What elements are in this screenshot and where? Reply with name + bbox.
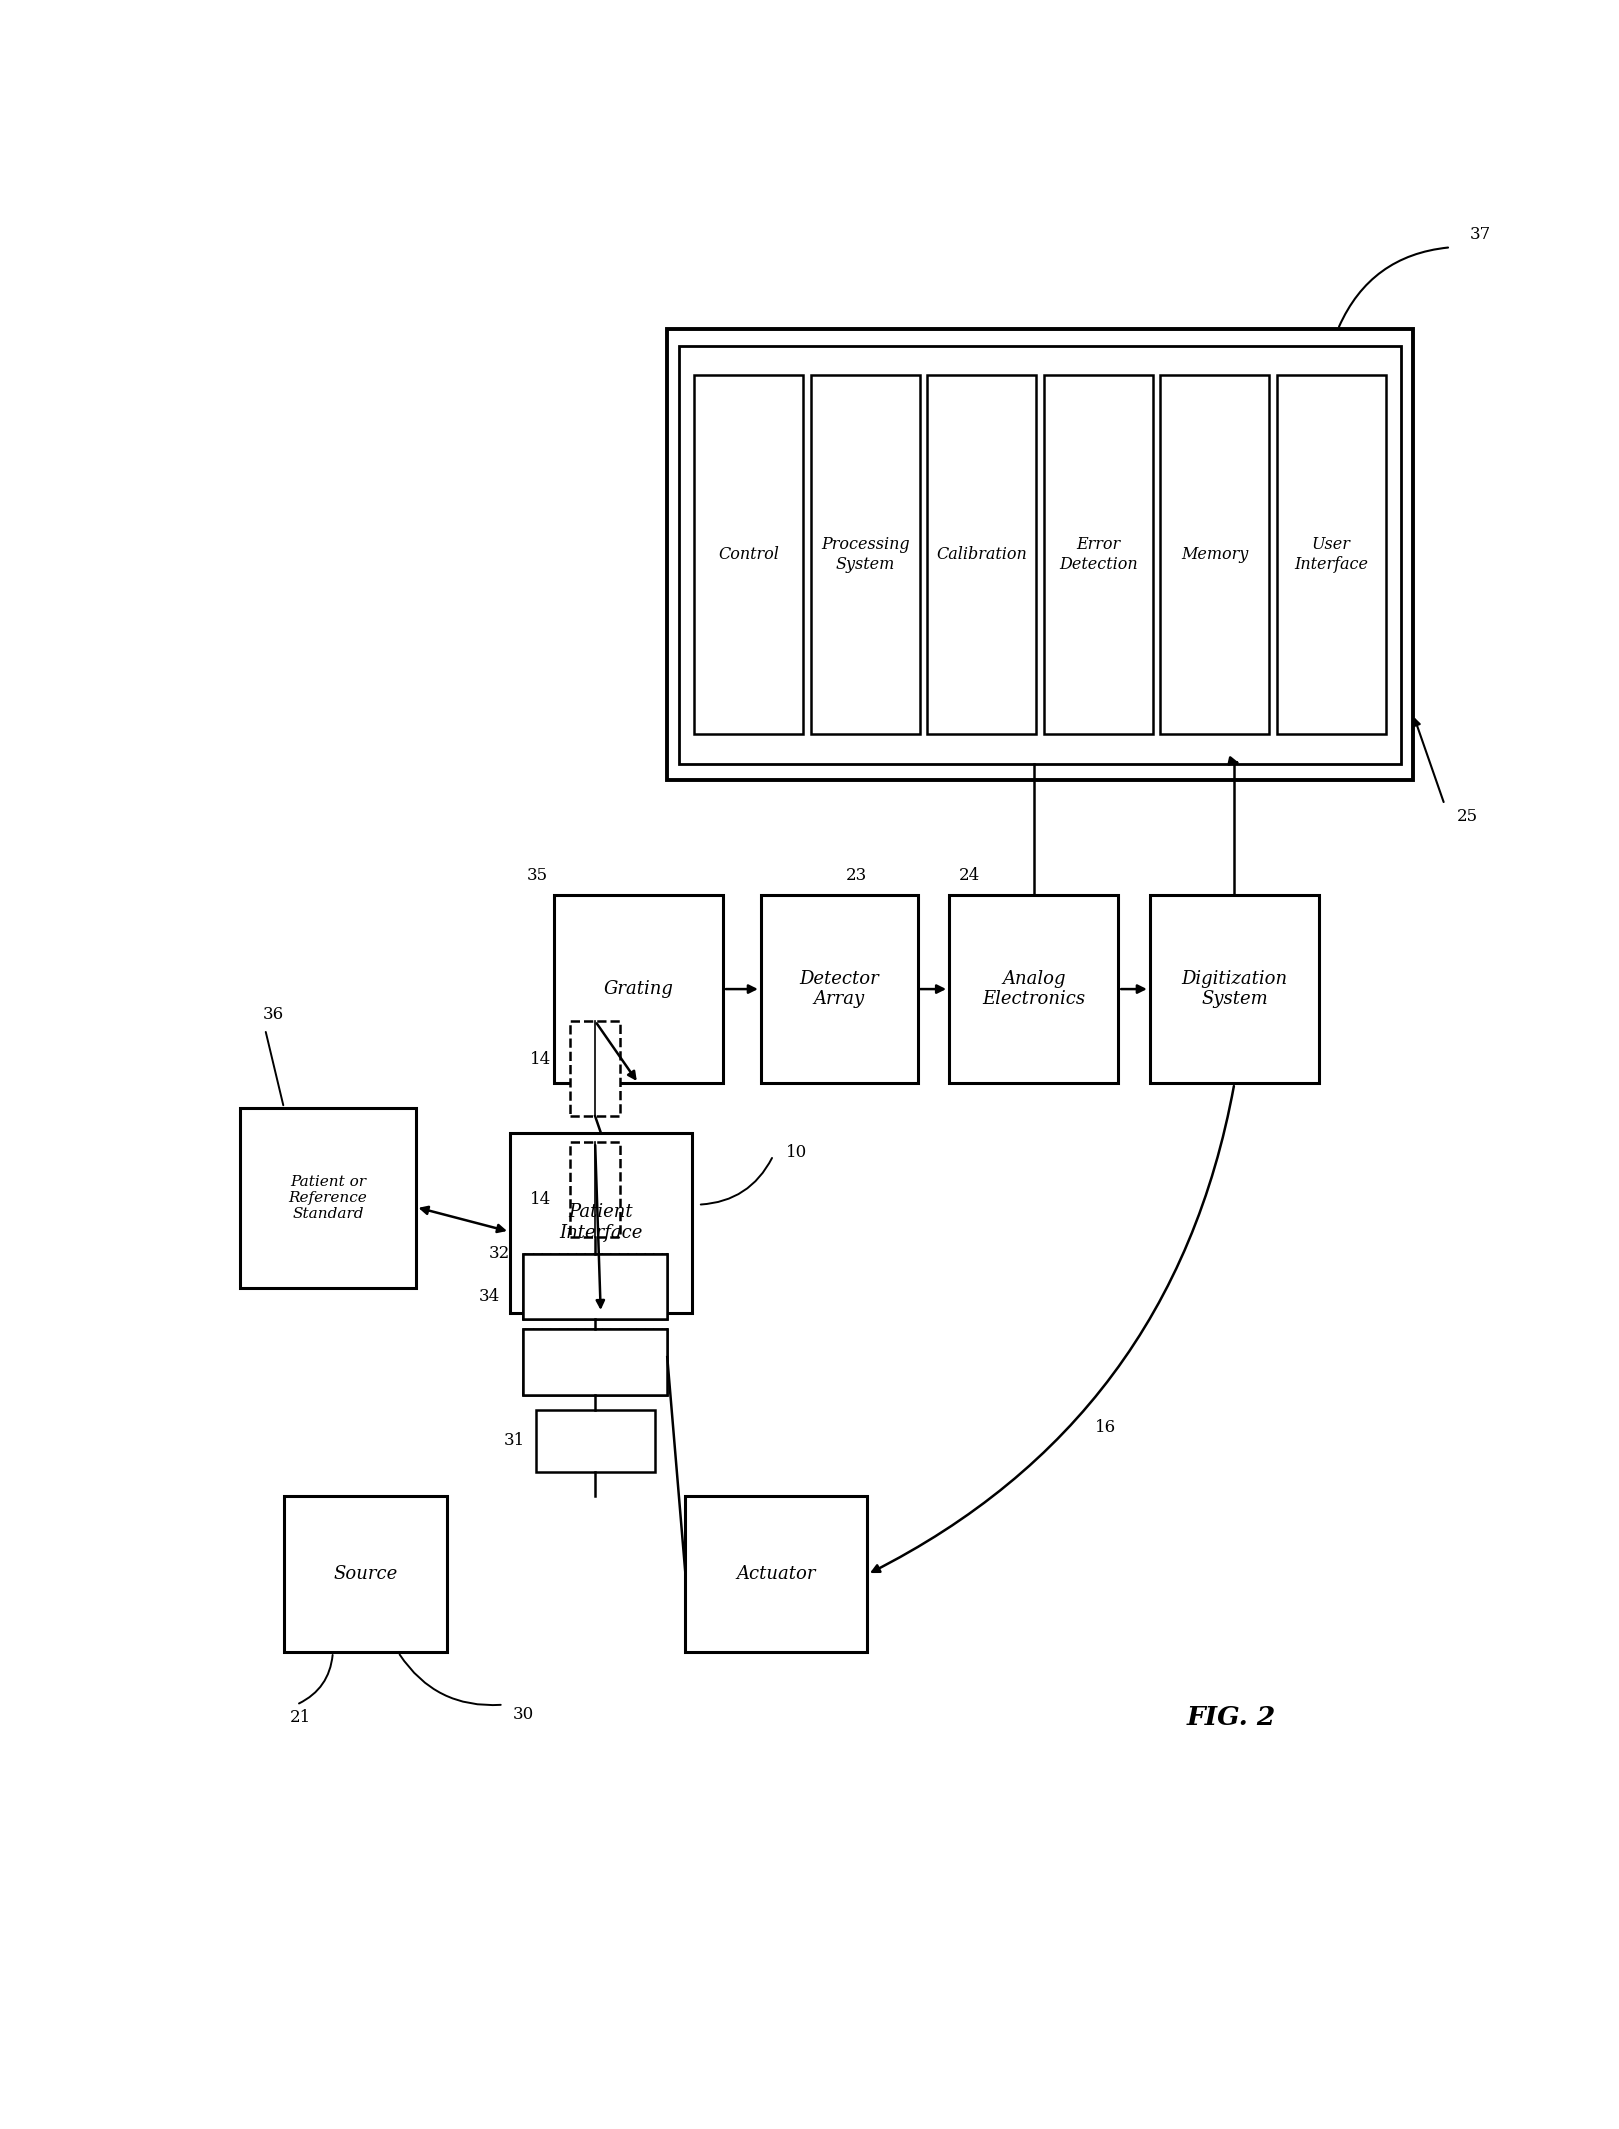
Text: Error
Detection: Error Detection: [1059, 537, 1138, 573]
Bar: [570, 1022, 620, 1116]
Bar: [283, 1497, 447, 1652]
Text: Grating: Grating: [604, 979, 674, 999]
Text: Control: Control: [719, 547, 779, 564]
Text: Memory: Memory: [1180, 547, 1248, 564]
Text: Digitization
System: Digitization System: [1182, 969, 1287, 1009]
Bar: [523, 1254, 667, 1320]
Bar: [667, 330, 1413, 779]
Text: Actuator: Actuator: [737, 1565, 816, 1584]
Bar: [680, 345, 1400, 764]
Text: 30: 30: [512, 1705, 534, 1722]
Bar: [240, 1107, 416, 1288]
Text: 31: 31: [504, 1433, 526, 1450]
Bar: [761, 894, 918, 1084]
Text: Patient
Interface: Patient Interface: [559, 1203, 643, 1241]
Text: FIG. 2: FIG. 2: [1187, 1705, 1276, 1731]
Text: 10: 10: [785, 1143, 808, 1160]
Text: 23: 23: [845, 867, 866, 884]
Bar: [1277, 375, 1386, 735]
Text: 14: 14: [529, 1190, 550, 1207]
Text: 36: 36: [262, 1007, 283, 1024]
Text: Detector
Array: Detector Array: [800, 969, 879, 1009]
Bar: [928, 375, 1036, 735]
Bar: [536, 1409, 654, 1471]
Bar: [1044, 375, 1153, 735]
Bar: [685, 1497, 868, 1652]
Text: 35: 35: [526, 867, 547, 884]
Text: 16: 16: [1094, 1420, 1117, 1437]
Bar: [523, 1328, 667, 1394]
Bar: [570, 1143, 620, 1237]
Text: Calibration: Calibration: [936, 547, 1026, 564]
Bar: [695, 375, 803, 735]
Bar: [523, 1328, 667, 1394]
Text: 32: 32: [489, 1245, 510, 1262]
Bar: [1149, 894, 1319, 1084]
Text: Processing
System: Processing System: [821, 537, 910, 573]
Bar: [811, 375, 920, 735]
Text: 34: 34: [479, 1288, 500, 1305]
Text: 21: 21: [290, 1710, 311, 1727]
Text: Patient or
Reference
Standard: Patient or Reference Standard: [288, 1175, 368, 1222]
Bar: [523, 1254, 667, 1320]
Text: 24: 24: [958, 867, 979, 884]
Text: 25: 25: [1457, 807, 1478, 824]
Bar: [510, 1133, 691, 1314]
Bar: [1161, 375, 1269, 735]
Text: 14: 14: [529, 1050, 550, 1067]
Text: Analog
Electronics: Analog Electronics: [983, 969, 1085, 1009]
Text: 37: 37: [1470, 226, 1491, 243]
Text: Source: Source: [334, 1565, 398, 1584]
Text: User
Interface: User Interface: [1294, 537, 1368, 573]
Bar: [949, 894, 1119, 1084]
Bar: [554, 894, 724, 1084]
